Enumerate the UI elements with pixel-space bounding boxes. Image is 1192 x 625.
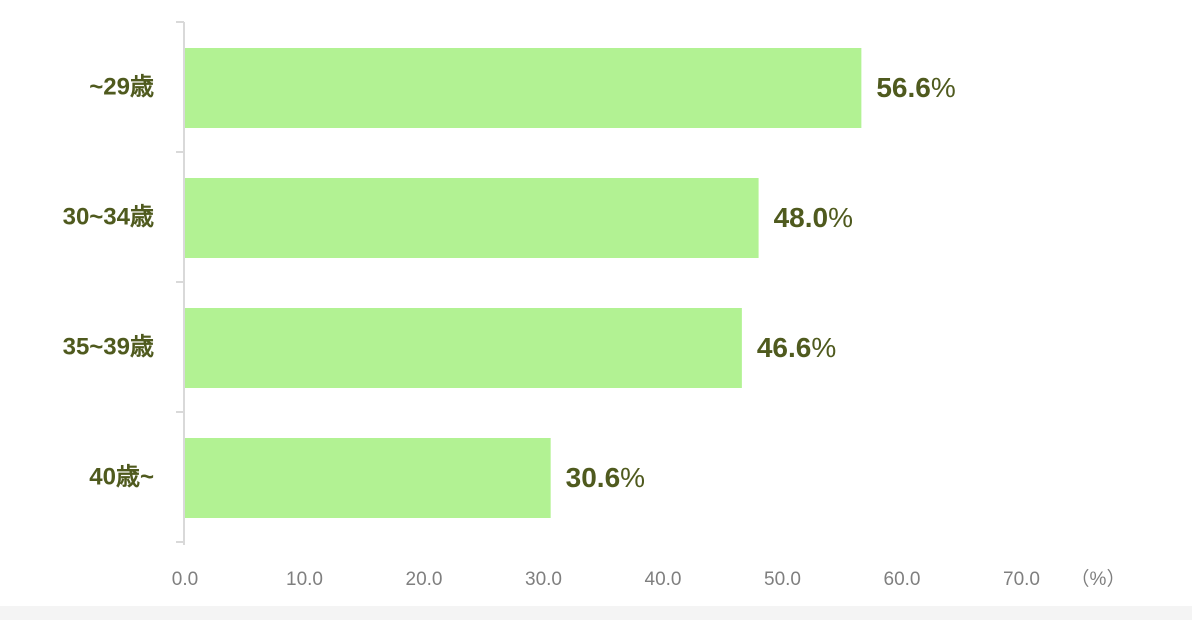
x-tick-label: 40.0 [645,569,682,590]
data-label: 56.6% [876,72,955,103]
bars [185,48,862,518]
x-tick-label: 50.0 [764,569,801,590]
data-label-value: 46.6 [757,332,812,363]
x-axis-unit-label: （%） [1071,568,1126,590]
category-label: 40歳~ [89,462,154,490]
category-label: 30~34歳 [63,202,154,230]
data-label: 46.6% [757,332,836,363]
x-tick-label: 60.0 [884,569,921,590]
data-label-unit: % [828,202,853,233]
x-tick-label: 30.0 [525,569,562,590]
value-labels: 56.6%48.0%46.6%30.6% [566,72,956,493]
y-axis-ticks [176,21,184,543]
x-tick-label: 20.0 [406,569,443,590]
category-label: 35~39歳 [63,332,154,360]
bar [185,308,742,388]
category-label: ~29歳 [89,72,154,100]
data-label-unit: % [620,462,645,493]
data-label-value: 30.6 [566,462,621,493]
bar [185,178,759,258]
bar [185,48,862,128]
bottom-band [0,606,1192,620]
x-tick-labels: 0.0 10.0 20.0 30.0 40.0 50.0 60.0 70.0 [172,569,1040,590]
x-tick-label: 10.0 [286,569,323,590]
data-label-unit: % [811,332,836,363]
data-label-value: 56.6 [876,72,931,103]
data-label: 48.0% [774,202,853,233]
x-tick-label: 0.0 [172,569,198,590]
bar [185,438,551,518]
category-labels: ~29歳 30~34歳 35~39歳 40歳~ [63,72,154,490]
x-tick-label: 70.0 [1003,569,1040,590]
data-label: 30.6% [566,462,645,493]
data-label-value: 48.0 [774,202,829,233]
data-label-unit: % [931,72,956,103]
